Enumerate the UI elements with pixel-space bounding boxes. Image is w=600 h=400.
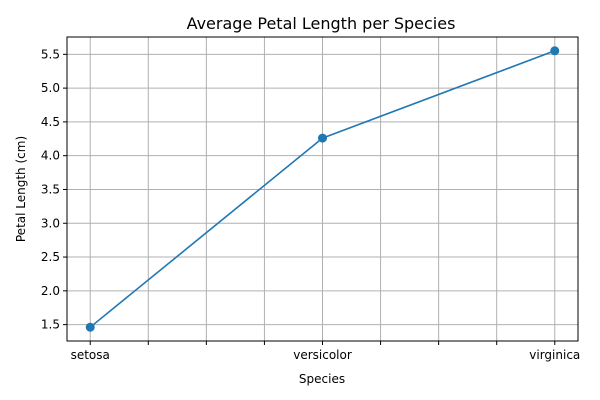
y-axis-label: Petal Length (cm) [14, 136, 28, 242]
y-tick-label: 5.5 [41, 47, 60, 61]
chart-title: Average Petal Length per Species [187, 14, 456, 33]
y-tick-label: 3.5 [41, 182, 60, 196]
x-tick-label: setosa [71, 348, 110, 362]
y-tick-label: 4.5 [41, 115, 60, 129]
y-tick-label: 4.0 [41, 149, 60, 163]
y-tick-label: 2.0 [41, 284, 60, 298]
y-tick-label: 5.0 [41, 81, 60, 95]
data-point [550, 46, 560, 56]
x-tick-label: versicolor [293, 348, 352, 362]
x-axis-label: Species [299, 372, 345, 386]
x-axis: setosa versicolor virginica [71, 341, 580, 362]
y-tick-label: 3.0 [41, 216, 60, 230]
data-point [85, 322, 95, 332]
y-tick-label: 2.5 [41, 250, 60, 264]
data-point [318, 133, 327, 143]
x-tick-label: virginica [529, 348, 580, 362]
series [85, 46, 560, 332]
grid [67, 37, 578, 341]
y-tick-label: 1.5 [41, 318, 60, 332]
y-axis: 1.5 2.0 2.5 3.0 3.5 4.0 4.5 5.0 5.5 [41, 47, 67, 332]
